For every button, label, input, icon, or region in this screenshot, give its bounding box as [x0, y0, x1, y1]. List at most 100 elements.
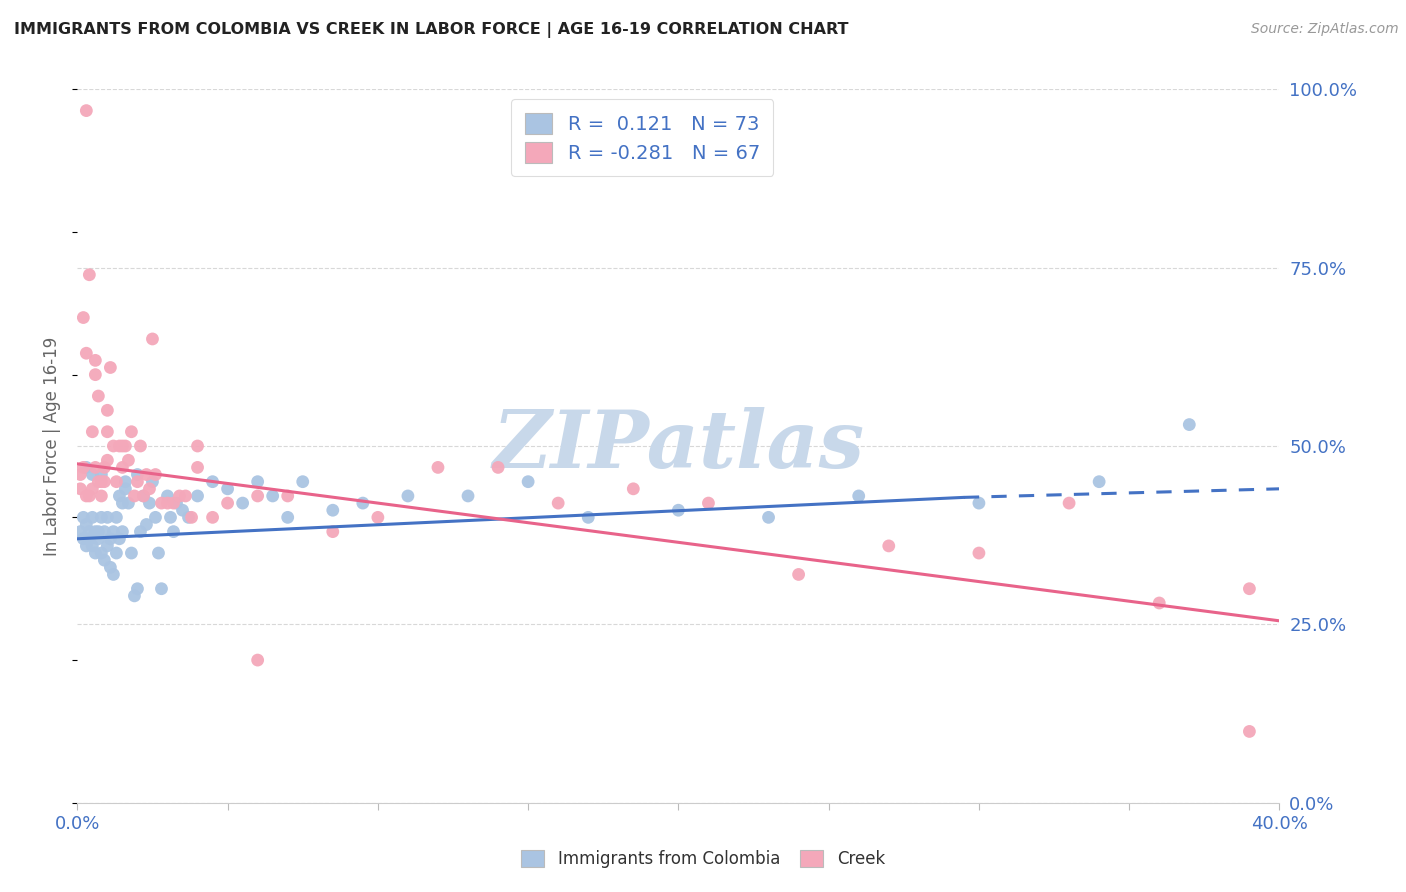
Point	[127, 475, 149, 489]
Point	[111, 439, 134, 453]
Point	[1239, 582, 1261, 596]
Point	[79, 489, 101, 503]
Point	[1057, 496, 1080, 510]
Point	[84, 353, 107, 368]
Point	[848, 489, 870, 503]
Point	[120, 546, 142, 560]
Point	[150, 582, 173, 596]
Point	[72, 310, 94, 325]
Point	[69, 482, 91, 496]
Point	[141, 475, 163, 489]
Point	[135, 517, 157, 532]
Point	[967, 496, 990, 510]
Point	[291, 475, 314, 489]
Point	[246, 653, 269, 667]
Point	[69, 524, 91, 539]
Point	[96, 453, 118, 467]
Point	[72, 510, 94, 524]
Point	[96, 539, 118, 553]
Point	[758, 510, 780, 524]
Point	[132, 489, 155, 503]
Point	[262, 489, 284, 503]
Point	[82, 510, 104, 524]
Point	[100, 532, 122, 546]
Point	[201, 475, 224, 489]
Point	[108, 532, 131, 546]
Point	[1088, 475, 1111, 489]
Point	[187, 460, 209, 475]
Point	[547, 496, 569, 510]
Point	[82, 425, 104, 439]
Point	[79, 524, 101, 539]
Point	[1149, 596, 1171, 610]
Point	[72, 460, 94, 475]
Point	[138, 482, 160, 496]
Point	[668, 503, 690, 517]
Point	[246, 489, 269, 503]
Point	[396, 489, 419, 503]
Point	[75, 489, 97, 503]
Point	[127, 467, 149, 482]
Point	[87, 532, 110, 546]
Point	[114, 475, 136, 489]
Point	[127, 582, 149, 596]
Point	[148, 546, 170, 560]
Point	[187, 489, 209, 503]
Text: Source: ZipAtlas.com: Source: ZipAtlas.com	[1251, 22, 1399, 37]
Point	[82, 467, 104, 482]
Point	[129, 524, 152, 539]
Point	[90, 546, 112, 560]
Point	[177, 510, 200, 524]
Point	[79, 532, 101, 546]
Y-axis label: In Labor Force | Age 16-19: In Labor Force | Age 16-19	[44, 336, 62, 556]
Point	[162, 524, 184, 539]
Point	[93, 460, 115, 475]
Point	[93, 553, 115, 567]
Point	[84, 460, 107, 475]
Point	[621, 482, 644, 496]
Point	[1178, 417, 1201, 432]
Point	[75, 539, 97, 553]
Legend: R =  0.121   N = 73, R = -0.281   N = 67: R = 0.121 N = 73, R = -0.281 N = 67	[512, 99, 773, 177]
Point	[145, 510, 167, 524]
Point	[87, 475, 110, 489]
Point	[277, 489, 299, 503]
Point	[145, 467, 167, 482]
Text: ZIPatlas: ZIPatlas	[492, 408, 865, 484]
Point	[100, 360, 122, 375]
Point	[232, 496, 254, 510]
Point	[75, 460, 97, 475]
Point	[967, 546, 990, 560]
Point	[162, 496, 184, 510]
Point	[124, 489, 146, 503]
Point	[87, 389, 110, 403]
Point	[132, 489, 155, 503]
Point	[108, 489, 131, 503]
Point	[367, 510, 389, 524]
Point	[87, 524, 110, 539]
Point	[82, 539, 104, 553]
Point	[352, 496, 374, 510]
Point	[517, 475, 540, 489]
Point	[246, 475, 269, 489]
Point	[427, 460, 450, 475]
Point	[96, 425, 118, 439]
Point	[103, 567, 125, 582]
Point	[141, 332, 163, 346]
Point	[100, 560, 122, 574]
Point	[217, 496, 239, 510]
Point	[84, 368, 107, 382]
Point	[217, 482, 239, 496]
Point	[322, 503, 344, 517]
Point	[105, 475, 128, 489]
Point	[138, 496, 160, 510]
Point	[79, 268, 101, 282]
Point	[156, 496, 179, 510]
Point	[117, 496, 139, 510]
Point	[108, 439, 131, 453]
Point	[1239, 724, 1261, 739]
Point	[90, 475, 112, 489]
Point	[117, 453, 139, 467]
Legend: Immigrants from Colombia, Creek: Immigrants from Colombia, Creek	[515, 843, 891, 875]
Point	[90, 510, 112, 524]
